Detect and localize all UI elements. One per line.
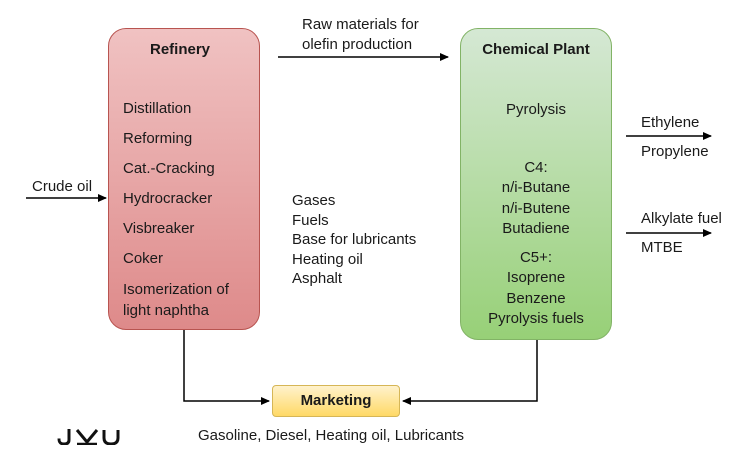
refinery-box <box>108 28 260 330</box>
marketing-title: Marketing <box>300 392 372 409</box>
plant-to-marketing-arrow <box>402 340 538 405</box>
jku-logo-icon <box>57 429 120 445</box>
refinery-process-list: Distillation Reforming Cat.-Cracking Hyd… <box>123 99 253 319</box>
c4-heading: C4: <box>524 159 548 176</box>
mtbe-label: MTBE <box>641 239 683 256</box>
process-item: Hydrocracker <box>123 190 213 207</box>
refinery-title: Refinery <box>150 41 211 58</box>
c4-item: n/i-Butene <box>501 200 571 217</box>
refinery-products-list: Gases Fuels Base for lubricants Heating … <box>292 191 416 289</box>
marketing-box <box>272 385 400 417</box>
c4-item: Butadiene <box>502 220 570 237</box>
chemical-plant-box <box>460 28 612 340</box>
refinery-to-marketing-arrow <box>183 330 270 405</box>
alkylate-fuel-label: Alkylate fuel <box>641 210 722 227</box>
process-item: Cat.-Cracking <box>123 160 215 177</box>
chemical-plant-title: Chemical Plant <box>482 41 590 58</box>
ethylene-label: Ethylene <box>641 114 700 131</box>
process-item: Isomerization of light naphtha <box>123 281 229 319</box>
product-item: Base for lubricants <box>292 231 417 249</box>
product-item: Fuels <box>292 211 329 229</box>
c5-item: Pyrolysis fuels <box>488 310 584 327</box>
marketing-products: Gasoline, Diesel, Heating oil, Lubricant… <box>198 427 464 444</box>
pyrolysis-label: Pyrolysis <box>505 101 566 118</box>
process-item: Visbreaker <box>123 220 195 237</box>
product-item: Heating oil <box>292 250 363 268</box>
raw-materials-label-line1: Raw materials for <box>302 16 419 33</box>
process-item: Distillation <box>123 100 192 117</box>
c5-item: Isoprene <box>506 269 566 286</box>
c5-item: Benzene <box>506 290 566 307</box>
process-item: Coker <box>123 250 164 267</box>
raw-materials-label-line2: olefin production <box>302 36 413 53</box>
propylene-label: Propylene <box>641 143 709 160</box>
process-item: Reforming <box>123 130 193 147</box>
crude-oil-label: Crude oil <box>32 178 93 195</box>
c5-heading: C5+: <box>519 249 553 266</box>
product-item: Asphalt <box>292 270 343 288</box>
product-item: Gases <box>292 192 336 209</box>
c4-item: n/i-Butane <box>501 179 571 196</box>
